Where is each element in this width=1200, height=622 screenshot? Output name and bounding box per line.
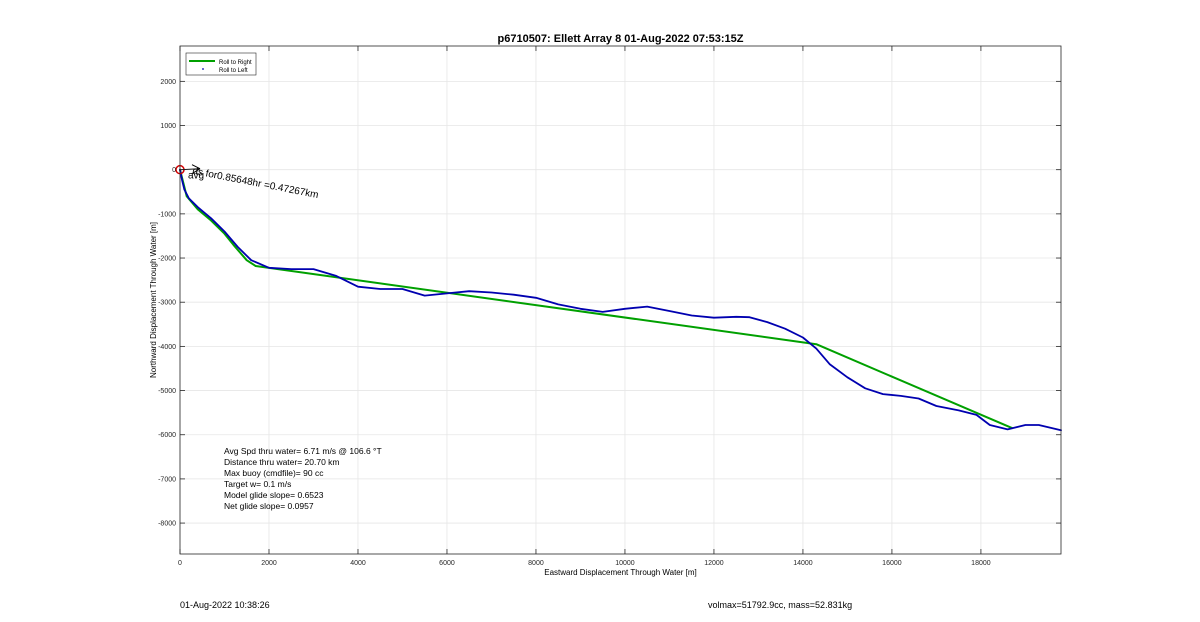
x-tick-label: 2000 bbox=[261, 560, 277, 567]
y-tick-label: -1000 bbox=[158, 211, 176, 218]
x-tick-label: 8000 bbox=[528, 560, 544, 567]
stat-avg-speed: Avg Spd thru water= 6.71 m/s @ 106.6 °T bbox=[224, 446, 382, 456]
y-tick-label: -6000 bbox=[158, 432, 176, 439]
legend: Roll to Right Roll to Left bbox=[185, 52, 257, 76]
y-tick-label: -5000 bbox=[158, 388, 176, 395]
x-tick-label: 0 bbox=[178, 560, 182, 567]
stat-target-w: Target w= 0.1 m/s bbox=[224, 479, 291, 489]
x-tick-label: 18000 bbox=[971, 560, 991, 567]
series-roll-left-line bbox=[179, 168, 1062, 432]
stat-model-glide-slope: Model glide slope= 0.6523 bbox=[224, 490, 324, 500]
stat-max-buoy: Max buoy (cmdfile)= 90 cc bbox=[224, 468, 324, 478]
legend-label-roll-right: Roll to Right bbox=[219, 60, 252, 66]
x-tick-label: 14000 bbox=[793, 560, 813, 567]
y-axis-label: Northward Displacement Through Water [m] bbox=[149, 222, 158, 378]
stat-net-glide-slope: Net glide slope= 0.0957 bbox=[224, 501, 314, 511]
series-layer bbox=[179, 168, 1062, 432]
stats-block: Avg Spd thru water= 6.71 m/s @ 106.6 °T … bbox=[224, 446, 382, 511]
x-tick-label: 10000 bbox=[615, 560, 635, 567]
x-tick-label: 4000 bbox=[350, 560, 366, 567]
drift-arrow-head-lower bbox=[191, 168, 201, 175]
legend-swatch-roll-left bbox=[202, 68, 204, 70]
footer-timestamp: 01-Aug-2022 10:38:26 bbox=[180, 600, 270, 610]
grid bbox=[179, 46, 1061, 554]
axis-ticks: 0 2000 4000 6000 8000 10000 12000 14000 16000 180… bbox=[158, 46, 1061, 567]
plot-area bbox=[180, 46, 1061, 554]
y-tick-label: 1000 bbox=[160, 123, 176, 130]
y-tick-label: -3000 bbox=[158, 300, 176, 307]
x-tick-label: 16000 bbox=[882, 560, 902, 567]
x-axis-label: Eastward Displacement Through Water [m] bbox=[544, 568, 697, 577]
x-tick-label: 6000 bbox=[439, 560, 455, 567]
start-label: avg bbox=[188, 171, 204, 182]
axes-frame bbox=[179, 45, 1062, 555]
y-tick-label: -4000 bbox=[158, 344, 176, 351]
stat-distance: Distance thru water= 20.70 km bbox=[224, 457, 340, 467]
drift-arrow-head-upper bbox=[191, 164, 201, 170]
legend-label-roll-left: Roll to Left bbox=[219, 68, 248, 74]
y-tick-label: 2000 bbox=[160, 79, 176, 86]
chart-title: p6710507: Ellett Array 8 01-Aug-2022 07:… bbox=[498, 33, 744, 45]
footer-volume-mass: volmax=51792.9cc, mass=52.831kg bbox=[708, 600, 853, 610]
y-tick-label: 0 bbox=[172, 167, 176, 174]
y-tick-label: -2000 bbox=[158, 256, 176, 263]
x-tick-label: 12000 bbox=[704, 560, 724, 567]
y-tick-label: -7000 bbox=[158, 476, 176, 483]
y-tick-label: -8000 bbox=[158, 521, 176, 528]
